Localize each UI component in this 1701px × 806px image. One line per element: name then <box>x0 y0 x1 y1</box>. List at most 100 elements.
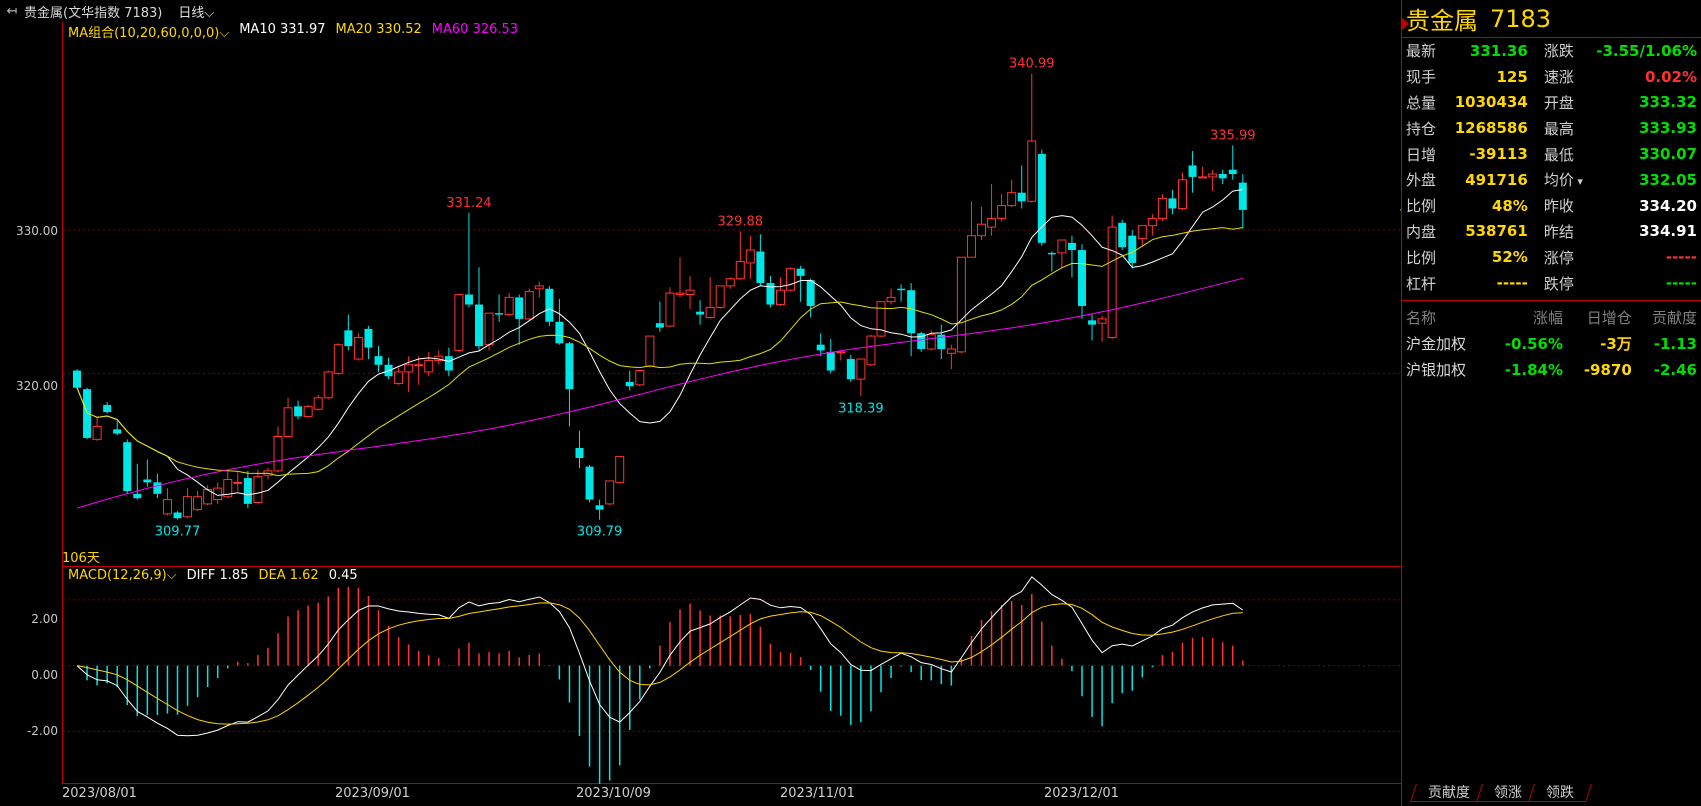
candle[interactable] <box>796 265 805 302</box>
candle[interactable] <box>464 212 473 308</box>
candle[interactable] <box>162 488 172 516</box>
contrib-header[interactable]: 涨幅 <box>1533 309 1564 328</box>
macd-chart[interactable] <box>62 567 1402 784</box>
candle[interactable] <box>213 482 223 504</box>
candle[interactable] <box>946 344 956 370</box>
candle[interactable] <box>73 369 81 390</box>
candle[interactable] <box>836 350 846 361</box>
candle[interactable] <box>133 463 142 500</box>
candle[interactable] <box>826 338 835 374</box>
candle[interactable] <box>414 356 424 385</box>
macd-svg[interactable] <box>63 567 1402 784</box>
candle[interactable] <box>1107 215 1117 339</box>
candle[interactable] <box>675 257 685 298</box>
candle[interactable] <box>364 326 373 360</box>
candle[interactable] <box>866 334 876 367</box>
candle[interactable] <box>323 370 333 400</box>
candle[interactable] <box>1017 165 1026 209</box>
candle[interactable] <box>193 490 203 512</box>
contrib-header[interactable]: 名称 <box>1406 309 1437 328</box>
candle[interactable] <box>705 277 715 319</box>
candle[interactable] <box>1198 166 1208 179</box>
candle[interactable] <box>1208 169 1218 192</box>
contrib-row[interactable]: 沪银加权 -1.84% -9870 -2.46 <box>1402 357 1701 383</box>
candle[interactable] <box>1188 151 1197 193</box>
contrib-header[interactable]: 日增仓 <box>1586 309 1632 328</box>
candle[interactable] <box>645 335 655 368</box>
candle[interactable] <box>1238 174 1247 229</box>
candle[interactable] <box>534 281 544 298</box>
caret-down-icon[interactable]: ▾ <box>1573 175 1583 189</box>
candle[interactable] <box>504 293 514 317</box>
candle[interactable] <box>1007 179 1017 208</box>
candle[interactable] <box>495 294 504 322</box>
candle[interactable] <box>1228 145 1237 180</box>
candle[interactable] <box>273 426 283 473</box>
candle[interactable] <box>1147 214 1157 236</box>
candle[interactable] <box>735 231 745 281</box>
candle[interactable] <box>1097 316 1107 342</box>
candle[interactable] <box>333 343 343 375</box>
candle[interactable] <box>1218 169 1227 185</box>
candle[interactable] <box>223 470 233 499</box>
candle[interactable] <box>966 201 976 258</box>
candle[interactable] <box>454 294 464 352</box>
candle[interactable] <box>1088 314 1097 341</box>
candle[interactable] <box>806 278 815 318</box>
candle[interactable] <box>917 331 926 352</box>
candle[interactable] <box>303 404 313 418</box>
kline-chart[interactable]: 340.99 335.99 331.24 329.88 318.39 309.77 309.… <box>62 22 1402 567</box>
candle[interactable] <box>243 470 252 509</box>
candle[interactable] <box>635 370 645 387</box>
candle[interactable] <box>897 284 906 302</box>
candle[interactable] <box>424 351 434 377</box>
candle[interactable] <box>1027 73 1037 203</box>
candle[interactable] <box>123 439 132 494</box>
candle[interactable] <box>344 314 353 351</box>
candle[interactable] <box>233 472 243 491</box>
candle[interactable] <box>475 267 483 351</box>
candle[interactable] <box>655 301 664 332</box>
chevron-down-icon[interactable]: ⌵ <box>204 5 215 21</box>
candle[interactable] <box>113 420 122 436</box>
candle[interactable] <box>625 370 634 391</box>
candle[interactable] <box>816 333 825 357</box>
candle[interactable] <box>1157 194 1167 222</box>
candle[interactable] <box>956 256 966 354</box>
candle[interactable] <box>615 456 625 484</box>
candle[interactable] <box>977 207 986 240</box>
candle[interactable] <box>384 357 393 380</box>
kline-svg[interactable]: 340.99 335.99 331.24 329.88 318.39 309.77 309.… <box>63 22 1402 567</box>
chevron-down-icon[interactable]: ⌵ <box>219 26 230 41</box>
candle[interactable] <box>876 301 886 338</box>
chevron-down-icon[interactable]: ⌵ <box>166 568 177 583</box>
period-selector[interactable]: 日线⌵ <box>178 5 215 21</box>
candle[interactable] <box>515 294 524 345</box>
candle[interactable] <box>1168 189 1177 215</box>
candle[interactable] <box>605 480 615 506</box>
candle[interactable] <box>374 346 383 372</box>
candle[interactable] <box>555 298 564 345</box>
contrib-header[interactable]: 贡献度 <box>1651 309 1697 328</box>
tab-top-losers[interactable]: 领跌 <box>1528 784 1592 802</box>
candle[interactable] <box>1037 149 1046 246</box>
candle[interactable] <box>565 341 574 427</box>
candle[interactable] <box>173 511 182 520</box>
ma-group-selector[interactable]: MA组合(10,20,60,0,0,0)⌵ <box>68 26 230 41</box>
candle[interactable] <box>1057 239 1067 269</box>
candle[interactable] <box>394 367 404 385</box>
candle[interactable] <box>575 430 584 469</box>
candle[interactable] <box>665 287 675 328</box>
candle[interactable] <box>1078 244 1086 319</box>
candle[interactable] <box>987 184 997 236</box>
candle[interactable] <box>776 277 785 306</box>
candle[interactable] <box>92 416 102 441</box>
candle[interactable] <box>907 283 916 357</box>
candle[interactable] <box>745 235 755 279</box>
candle[interactable] <box>1118 219 1127 251</box>
candle[interactable] <box>786 267 796 292</box>
candle[interactable] <box>434 350 444 365</box>
candle[interactable] <box>1128 229 1137 269</box>
candle[interactable] <box>685 275 695 309</box>
candle[interactable] <box>715 285 725 309</box>
